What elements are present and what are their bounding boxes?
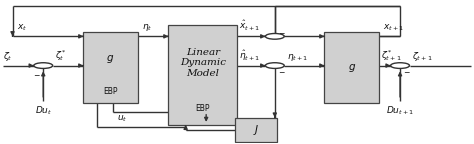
Circle shape <box>34 63 53 68</box>
Bar <box>168 25 237 125</box>
Text: $-$: $-$ <box>403 66 410 75</box>
Text: EBP: EBP <box>103 87 118 96</box>
Text: Linear
Dynamic
Model: Linear Dynamic Model <box>180 48 226 78</box>
Text: $x_{t+1}$: $x_{t+1}$ <box>383 23 404 34</box>
Text: $\hat{x}_{t+1}$: $\hat{x}_{t+1}$ <box>239 19 261 34</box>
Bar <box>83 32 138 103</box>
Text: $\zeta_t^*$: $\zeta_t^*$ <box>55 48 66 63</box>
Circle shape <box>391 63 410 68</box>
Circle shape <box>265 34 284 39</box>
Text: $\zeta_{t+1}^*$: $\zeta_{t+1}^*$ <box>381 48 402 63</box>
Text: $-$: $-$ <box>33 69 40 78</box>
Text: $Du_{t+1}$: $Du_{t+1}$ <box>386 104 414 117</box>
Text: $-$: $-$ <box>278 66 285 75</box>
Text: $J$: $J$ <box>253 123 259 137</box>
Text: EBP: EBP <box>195 104 210 113</box>
Text: $u_t$: $u_t$ <box>117 113 128 124</box>
Bar <box>235 118 277 142</box>
Text: $g$: $g$ <box>107 53 115 65</box>
Bar <box>324 32 379 103</box>
Text: $\eta_{t+1}$: $\eta_{t+1}$ <box>287 52 308 63</box>
Text: $Du_t$: $Du_t$ <box>35 104 52 117</box>
Text: $\eta_t$: $\eta_t$ <box>142 22 152 34</box>
Text: $\zeta_{t+1}$: $\zeta_{t+1}$ <box>412 50 432 63</box>
Text: $-$: $-$ <box>278 27 285 36</box>
Text: $\zeta_t$: $\zeta_t$ <box>3 50 13 63</box>
Circle shape <box>265 63 284 68</box>
Text: $\hat{\eta}_{t+1}$: $\hat{\eta}_{t+1}$ <box>239 48 261 63</box>
Text: $x_t$: $x_t$ <box>17 23 27 34</box>
Text: $g$: $g$ <box>347 62 356 74</box>
